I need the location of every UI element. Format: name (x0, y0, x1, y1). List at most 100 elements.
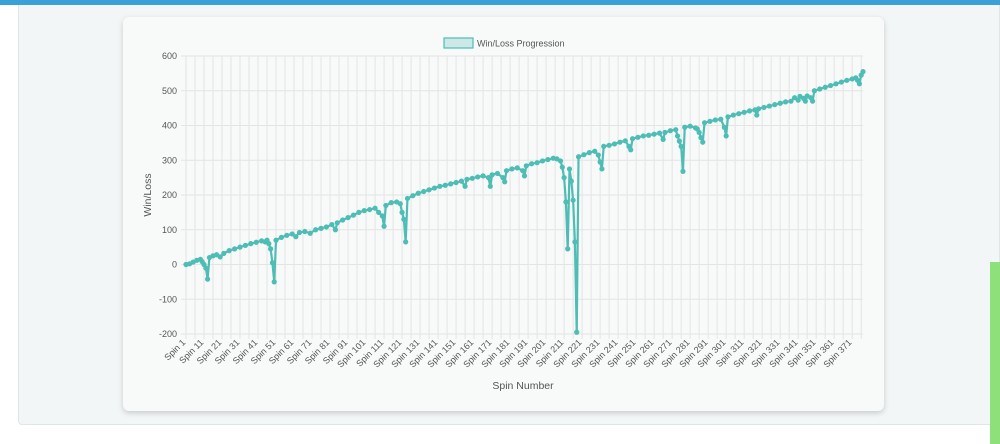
y-tick-label: 200 (162, 190, 177, 200)
data-point (221, 250, 227, 256)
data-point (500, 175, 506, 181)
data-point (399, 209, 405, 215)
data-point (367, 206, 373, 213)
data-point (494, 170, 501, 177)
data-point (782, 99, 789, 105)
data-point (529, 161, 535, 167)
data-point (698, 135, 704, 141)
data-point (269, 260, 276, 266)
data-point (746, 108, 753, 114)
data-point (635, 134, 641, 140)
data-point (856, 81, 863, 87)
data-point (741, 109, 747, 115)
data-point (788, 98, 794, 104)
y-axis-title: Win/Loss (142, 173, 154, 216)
data-point (860, 69, 866, 75)
data-point (487, 183, 493, 189)
data-point (611, 141, 618, 147)
data-point (629, 136, 636, 142)
data-point (718, 116, 724, 122)
data-point (563, 199, 569, 205)
data-point (421, 188, 427, 195)
data-point (628, 147, 634, 153)
data-point (232, 246, 238, 252)
data-point (838, 79, 844, 85)
data-point (293, 234, 299, 240)
data-point (696, 129, 702, 136)
data-point (458, 178, 465, 184)
data-point (266, 241, 272, 247)
legend[interactable]: Win/Loss Progression (443, 37, 565, 49)
data-point (687, 123, 693, 129)
data-point (595, 152, 601, 158)
data-point (601, 143, 607, 149)
chart-card: -200 -100 0 100 200 300 400 500 600 Spin 1 Spin 1… (123, 17, 884, 411)
data-point (523, 163, 529, 169)
data-point (426, 187, 432, 193)
data-point (514, 165, 520, 171)
data-point (844, 77, 850, 83)
data-point (766, 103, 772, 109)
data-point (559, 164, 565, 170)
data-point (597, 159, 603, 165)
data-point (592, 148, 598, 154)
data-point (379, 213, 385, 219)
data-point (575, 154, 582, 160)
data-point (520, 168, 526, 174)
y-tick-label: 600 (162, 51, 177, 61)
data-point (676, 138, 682, 144)
data-point (226, 248, 232, 254)
data-point (651, 131, 657, 137)
data-point (453, 179, 459, 186)
data-point (334, 220, 340, 226)
data-point (761, 104, 767, 111)
data-point (271, 279, 277, 285)
data-point (712, 117, 718, 123)
data-point (503, 168, 510, 174)
data-point (521, 173, 528, 179)
y-tick-label: -200 (159, 329, 177, 339)
data-point (502, 179, 508, 185)
data-point (485, 175, 492, 181)
data-point (640, 133, 646, 139)
y-tick-label: 300 (162, 155, 177, 165)
y-tick-label: 100 (162, 225, 177, 235)
y-tick-label: -100 (159, 294, 177, 304)
data-point (606, 142, 612, 148)
data-point (568, 178, 574, 184)
data-point (599, 166, 605, 172)
data-point (345, 214, 351, 221)
data-point (833, 81, 839, 87)
data-point (565, 246, 571, 252)
data-point (475, 174, 481, 180)
data-point (561, 175, 567, 181)
series-group (183, 69, 866, 335)
data-point (617, 139, 623, 145)
data-point (410, 193, 416, 199)
data-point (437, 183, 443, 189)
data-point (332, 227, 339, 233)
data-point (372, 205, 378, 211)
data-point (480, 173, 486, 179)
data-point (656, 130, 663, 136)
top-header-bar (0, 0, 1000, 5)
data-point (673, 127, 679, 133)
data-point (509, 166, 515, 172)
data-point (809, 98, 816, 104)
data-point (539, 158, 546, 164)
data-point (822, 84, 828, 90)
legend-label: Win/Loss Progression (477, 39, 565, 49)
data-point (682, 124, 688, 130)
data-point (253, 239, 259, 245)
data-point (545, 156, 551, 163)
data-point (403, 239, 409, 245)
data-point (284, 232, 290, 238)
data-point (340, 217, 346, 223)
data-point (376, 209, 382, 215)
data-point (307, 230, 313, 236)
data-point (404, 195, 411, 202)
data-point (278, 234, 285, 240)
data-point (448, 181, 454, 187)
